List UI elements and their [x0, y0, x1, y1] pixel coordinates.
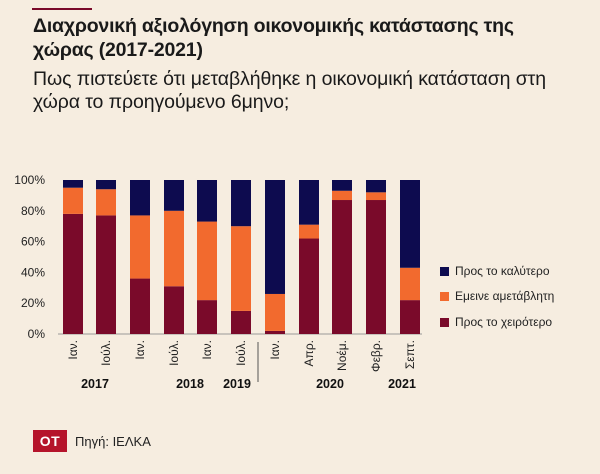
year-label: 2021	[388, 377, 416, 391]
x-tick-label: Σεπτ.	[403, 340, 417, 369]
x-tick-label: Απρ.	[302, 340, 316, 366]
bar-segment-same	[164, 210, 184, 287]
bar-segment-same	[265, 293, 285, 331]
bar-segment-better	[96, 180, 116, 190]
y-tick-label: 40%	[21, 265, 45, 279]
bar-segment-better	[366, 180, 386, 193]
year-label: 2020	[316, 377, 344, 391]
x-tick-label: Ιούλ.	[234, 340, 248, 366]
bar-segment-better	[197, 180, 217, 222]
legend-swatch-same	[440, 292, 449, 301]
bar-segment-better	[130, 180, 150, 216]
chart-subtitle: Πως πιστεύετε ότι μεταβλήθηκε η οικονομι…	[33, 68, 546, 113]
year-label: 2017	[81, 377, 109, 391]
bar-segment-same	[231, 226, 251, 311]
title-accent-line	[32, 8, 92, 10]
bar-segment-same	[299, 224, 319, 239]
bar-segment-worse	[332, 200, 352, 334]
legend-label-worse: Προς το χειρότερο	[455, 315, 552, 329]
legend-swatch-worse	[440, 318, 449, 327]
x-tick-label: Ιαν.	[200, 340, 214, 360]
bar-segment-worse	[265, 330, 285, 334]
legend: Προς το καλύτερο Εμεινε αμετάβλητη Προς το…	[440, 264, 554, 329]
x-axis: Ιαν. Ιούλ. Ιαν. Ιούλ. Ιαν. Ιούλ. Ιαν. Απρ. Νοέμ.…	[66, 340, 417, 391]
bar-segment-worse	[197, 300, 217, 334]
legend-swatch-better	[440, 267, 449, 276]
year-label: 2019	[223, 377, 251, 391]
bar-segment-worse	[400, 300, 420, 334]
legend-label-better: Προς το καλύτερο	[455, 264, 550, 278]
bar-segment-worse	[63, 213, 83, 334]
x-tick-label: Ιαν.	[133, 340, 147, 360]
bar-segment-worse	[130, 278, 150, 334]
x-tick-label: Φεβρ.	[369, 340, 383, 372]
bar-segment-same	[96, 189, 116, 216]
x-tick-label: Ιούλ.	[167, 340, 181, 366]
bar-segment-better	[63, 180, 83, 188]
legend-label-same: Εμεινε αμετάβλητη	[455, 289, 554, 303]
bar-segment-same	[400, 267, 420, 301]
bar-segment-same	[130, 215, 150, 279]
x-tick-label: Ιούλ.	[99, 340, 113, 366]
x-tick-label: Ιαν.	[66, 340, 80, 360]
x-tick-label: Νοέμ.	[335, 340, 349, 371]
y-tick-label: 80%	[21, 204, 45, 218]
bar-segment-same	[63, 187, 83, 214]
bar-segment-better	[164, 180, 184, 211]
bar-segment-better	[332, 180, 352, 191]
bar-segment-better	[400, 180, 420, 268]
bar-segment-worse	[231, 310, 251, 334]
bar-segment-better	[265, 180, 285, 294]
bar-segment-better	[231, 180, 251, 227]
ot-logo: OT	[33, 430, 67, 452]
bar-segment-worse	[96, 215, 116, 334]
y-tick-label: 20%	[21, 296, 45, 310]
bar-segment-worse	[299, 238, 319, 334]
y-tick-label: 100%	[14, 173, 45, 187]
year-label: 2018	[176, 377, 204, 391]
bars	[63, 180, 420, 334]
y-tick-label: 0%	[28, 327, 46, 341]
bar-segment-same	[366, 192, 386, 201]
bar-segment-same	[197, 221, 217, 301]
bar-segment-worse	[366, 200, 386, 334]
bar-segment-same	[332, 190, 352, 201]
y-tick-label: 60%	[21, 235, 45, 249]
x-tick-label: Ιαν.	[268, 340, 282, 360]
source-note: Πηγή: ΙΕΛΚΑ	[75, 434, 151, 449]
chart-title: Διαχρονική αξιολόγηση οικονομικής κατάστ…	[33, 15, 514, 61]
bar-segment-worse	[164, 286, 184, 334]
bar-segment-better	[299, 180, 319, 225]
